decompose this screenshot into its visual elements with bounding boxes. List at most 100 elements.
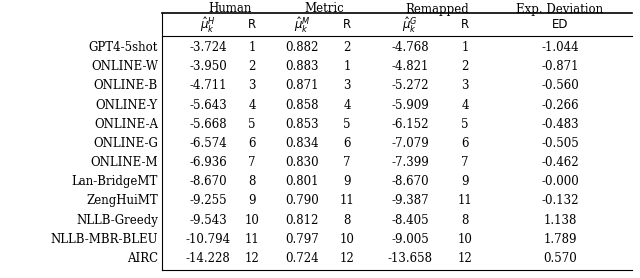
Text: 0.871: 0.871 (285, 80, 319, 92)
Text: -6.936: -6.936 (189, 156, 227, 169)
Text: -0.560: -0.560 (541, 80, 579, 92)
Text: 4: 4 (461, 99, 468, 111)
Text: 0.830: 0.830 (285, 156, 319, 169)
Text: 11: 11 (340, 194, 355, 207)
Text: NLLB-MBR-BLEU: NLLB-MBR-BLEU (51, 233, 158, 246)
Text: -1.044: -1.044 (541, 41, 579, 54)
Text: 1.789: 1.789 (543, 233, 577, 246)
Text: 0.797: 0.797 (285, 233, 319, 246)
Text: 6: 6 (343, 137, 351, 150)
Text: 0.790: 0.790 (285, 194, 319, 207)
Text: 5: 5 (461, 118, 468, 131)
Text: 0.812: 0.812 (285, 214, 319, 227)
Text: 9: 9 (461, 175, 468, 188)
Text: 7: 7 (248, 156, 256, 169)
Text: ONLINE-G: ONLINE-G (93, 137, 158, 150)
Text: 2: 2 (248, 60, 256, 73)
Text: 4: 4 (248, 99, 256, 111)
Text: ONLINE-W: ONLINE-W (91, 60, 158, 73)
Text: 5: 5 (343, 118, 351, 131)
Text: 7: 7 (343, 156, 351, 169)
Text: Remapped: Remapped (406, 3, 469, 16)
Text: 11: 11 (458, 194, 472, 207)
Text: 0.834: 0.834 (285, 137, 319, 150)
Text: 3: 3 (461, 80, 468, 92)
Text: 5: 5 (248, 118, 256, 131)
Text: -5.643: -5.643 (189, 99, 227, 111)
Text: 3: 3 (343, 80, 351, 92)
Text: -9.387: -9.387 (391, 194, 429, 207)
Text: -10.794: -10.794 (186, 233, 230, 246)
Text: 2: 2 (343, 41, 351, 54)
Text: 10: 10 (458, 233, 472, 246)
Text: -0.505: -0.505 (541, 137, 579, 150)
Text: -6.152: -6.152 (391, 118, 429, 131)
Text: 12: 12 (458, 252, 472, 265)
Text: -4.768: -4.768 (391, 41, 429, 54)
Text: -7.079: -7.079 (391, 137, 429, 150)
Text: 0.801: 0.801 (285, 175, 319, 188)
Text: 9: 9 (248, 194, 256, 207)
Text: 10: 10 (340, 233, 355, 246)
Text: 0.724: 0.724 (285, 252, 319, 265)
Text: 0.858: 0.858 (285, 99, 319, 111)
Text: 6: 6 (248, 137, 256, 150)
Text: 1: 1 (248, 41, 256, 54)
Text: ZengHuiMT: ZengHuiMT (86, 194, 158, 207)
Text: Lan-BridgeMT: Lan-BridgeMT (72, 175, 158, 188)
Text: -14.228: -14.228 (186, 252, 230, 265)
Text: -7.399: -7.399 (391, 156, 429, 169)
Text: -0.132: -0.132 (541, 194, 579, 207)
Text: 0.883: 0.883 (285, 60, 319, 73)
Text: ONLINE-M: ONLINE-M (90, 156, 158, 169)
Text: -0.462: -0.462 (541, 156, 579, 169)
Text: -0.871: -0.871 (541, 60, 579, 73)
Text: -4.711: -4.711 (189, 80, 227, 92)
Text: 1: 1 (343, 60, 351, 73)
Text: -8.405: -8.405 (391, 214, 429, 227)
Text: -9.255: -9.255 (189, 194, 227, 207)
Text: 1: 1 (461, 41, 468, 54)
Text: R: R (248, 19, 256, 31)
Text: -8.670: -8.670 (189, 175, 227, 188)
Text: 8: 8 (343, 214, 351, 227)
Text: 8: 8 (461, 214, 468, 227)
Text: 7: 7 (461, 156, 468, 169)
Text: 10: 10 (244, 214, 259, 227)
Text: Human: Human (208, 3, 252, 16)
Text: -3.950: -3.950 (189, 60, 227, 73)
Text: -0.266: -0.266 (541, 99, 579, 111)
Text: 4: 4 (343, 99, 351, 111)
Text: 11: 11 (244, 233, 259, 246)
Text: -4.821: -4.821 (391, 60, 429, 73)
Text: GPT4-5shot: GPT4-5shot (88, 41, 158, 54)
Text: Exp. Deviation: Exp. Deviation (516, 3, 604, 16)
Text: 0.882: 0.882 (285, 41, 319, 54)
Text: ONLINE-A: ONLINE-A (94, 118, 158, 131)
Text: ONLINE-Y: ONLINE-Y (96, 99, 158, 111)
Text: 2: 2 (461, 60, 468, 73)
Text: 0.570: 0.570 (543, 252, 577, 265)
Text: 8: 8 (248, 175, 256, 188)
Text: 12: 12 (340, 252, 355, 265)
Text: NLLB-Greedy: NLLB-Greedy (76, 214, 158, 227)
Text: $\hat{\mu}_k^H$: $\hat{\mu}_k^H$ (200, 15, 216, 35)
Text: $\hat{\mu}_k^M$: $\hat{\mu}_k^M$ (294, 15, 310, 35)
Text: Metric: Metric (305, 3, 344, 16)
Text: 9: 9 (343, 175, 351, 188)
Text: -5.272: -5.272 (391, 80, 429, 92)
Text: ONLINE-B: ONLINE-B (93, 80, 158, 92)
Text: -5.909: -5.909 (391, 99, 429, 111)
Text: 3: 3 (248, 80, 256, 92)
Text: -6.574: -6.574 (189, 137, 227, 150)
Text: R: R (343, 19, 351, 31)
Text: -0.483: -0.483 (541, 118, 579, 131)
Text: $\hat{\mu}_k^G$: $\hat{\mu}_k^G$ (402, 15, 418, 35)
Text: -5.668: -5.668 (189, 118, 227, 131)
Text: 0.853: 0.853 (285, 118, 319, 131)
Text: 1.138: 1.138 (543, 214, 577, 227)
Text: 6: 6 (461, 137, 468, 150)
Text: R: R (461, 19, 469, 31)
Text: 12: 12 (244, 252, 259, 265)
Text: -0.000: -0.000 (541, 175, 579, 188)
